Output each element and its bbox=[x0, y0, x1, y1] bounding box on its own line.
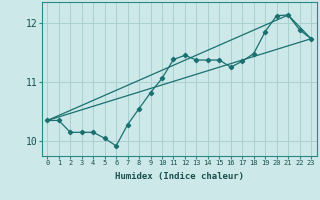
X-axis label: Humidex (Indice chaleur): Humidex (Indice chaleur) bbox=[115, 172, 244, 181]
